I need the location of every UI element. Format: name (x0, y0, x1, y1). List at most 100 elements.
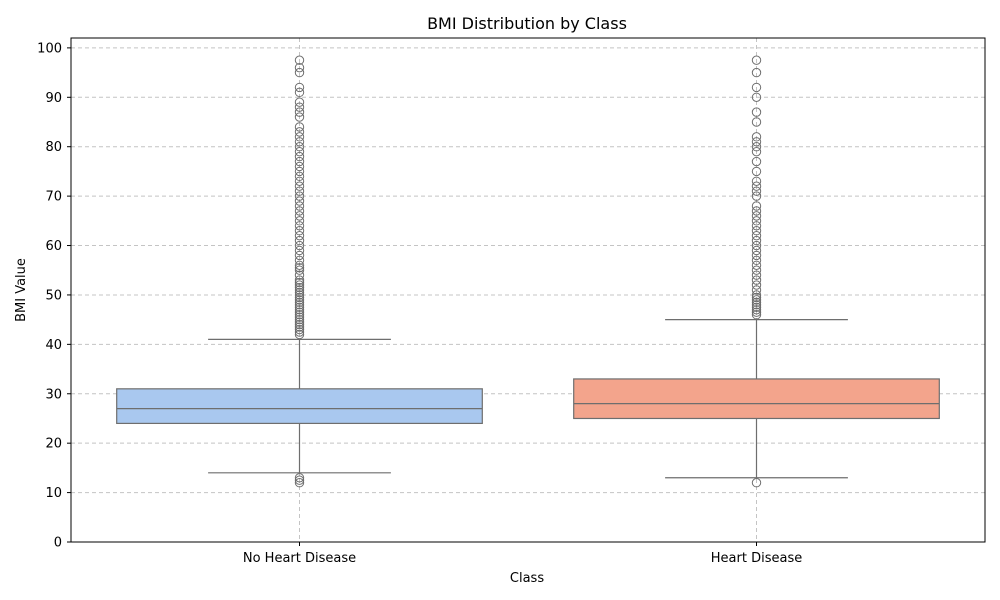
y-tick-label: 50 (45, 288, 62, 303)
outlier-point (294, 319, 305, 330)
outlier-point (294, 151, 305, 162)
outlier-point (751, 260, 762, 270)
x-tick-label: No Heart Disease (243, 551, 356, 566)
outlier-point (751, 206, 762, 216)
outlier-point (751, 245, 762, 256)
plot-frame (70, 37, 986, 543)
outlier-point (294, 282, 305, 293)
axis-layer: 0 10 20 30 40 50 60 70 80 90 100 No Heart Disease He… (37, 37, 986, 566)
outlier-point (294, 62, 305, 73)
outlier-point (294, 285, 305, 295)
outlier-point (751, 275, 762, 285)
outlier-point (751, 142, 762, 152)
outlier-point (294, 255, 305, 266)
outlier-point (751, 117, 762, 127)
y-tick-label: 80 (45, 140, 62, 155)
outlier-point (751, 181, 762, 191)
outlier-point (751, 307, 762, 317)
outlier-point (751, 300, 762, 310)
outlier-point (294, 132, 305, 142)
outlier-point (294, 270, 305, 280)
outlier-point (294, 240, 305, 251)
outlier-point (751, 137, 762, 147)
y-tick-label: 40 (45, 338, 62, 353)
outlier-point (751, 107, 762, 117)
outlier-point (751, 478, 762, 488)
box-layer (116, 55, 940, 488)
outlier-point (294, 250, 305, 261)
chart-title: BMI Distribution by Class (427, 14, 627, 33)
outlier-point (751, 186, 762, 196)
outlier-point (751, 201, 762, 211)
outlier-point (294, 473, 305, 483)
outlier-point (751, 176, 762, 186)
outlier-point (751, 156, 762, 167)
outlier-point (294, 263, 305, 273)
outlier-point (294, 478, 305, 488)
y-tick-label: 0 (54, 536, 62, 551)
outlier-point (294, 112, 305, 122)
outlier-point (294, 287, 305, 298)
outlier-point (294, 290, 305, 300)
outlier-point (294, 146, 305, 157)
y-tick-label: 70 (45, 190, 62, 205)
box-group-heart-disease (573, 55, 940, 488)
outlier-point (751, 265, 762, 275)
outlier-point (294, 67, 305, 78)
outlier-point (294, 260, 305, 270)
outlier-point (294, 300, 305, 310)
outlier-point (294, 191, 305, 201)
outlier-point (294, 196, 305, 206)
outlier-point (751, 221, 762, 231)
outlier-point (751, 255, 762, 266)
outlier-point (751, 292, 762, 303)
outlier-point (751, 295, 762, 305)
outlier-point (751, 82, 762, 93)
outlier-point (294, 97, 305, 107)
outlier-point (751, 297, 762, 308)
outlier-point (294, 156, 305, 167)
y-tick-label: 10 (45, 486, 62, 501)
outlier-point (294, 275, 305, 285)
outlier-point (751, 132, 762, 142)
outlier-point (294, 211, 305, 221)
outlier-point (294, 166, 305, 177)
outlier-point (294, 55, 305, 65)
outlier-point (751, 67, 762, 78)
outlier-point (294, 102, 305, 112)
outlier-point (751, 270, 762, 280)
outlier-point (294, 176, 305, 186)
outlier-point (751, 290, 762, 300)
outlier-point (294, 322, 305, 332)
outlier-point (751, 280, 762, 290)
outlier-point (751, 55, 762, 65)
x-tick-label: Heart Disease (711, 551, 802, 566)
outlier-point (751, 226, 762, 236)
outlier-point (294, 277, 305, 288)
outlier-point (751, 310, 762, 320)
outlier-point (751, 235, 762, 246)
outlier-point (294, 297, 305, 308)
outlier-point (751, 146, 762, 157)
outlier-point (751, 191, 762, 201)
outlier-point (294, 317, 305, 327)
outlier-point (294, 127, 305, 137)
x-axis-label: Class (510, 571, 544, 586)
y-tick-label: 100 (37, 41, 62, 56)
outlier-point (294, 305, 305, 315)
outlier-point (294, 230, 305, 241)
outlier-point (294, 327, 305, 337)
outlier-point (294, 186, 305, 196)
outlier-point (294, 295, 305, 305)
y-axis-label: BMI Value (14, 258, 29, 322)
outlier-point (751, 302, 762, 312)
outlier-point (751, 216, 762, 226)
outlier-point (294, 235, 305, 246)
outlier-point (294, 329, 305, 340)
outlier-point (751, 230, 762, 241)
outlier-point (294, 314, 305, 325)
iqr-box (116, 388, 483, 425)
outlier-point (751, 250, 762, 261)
